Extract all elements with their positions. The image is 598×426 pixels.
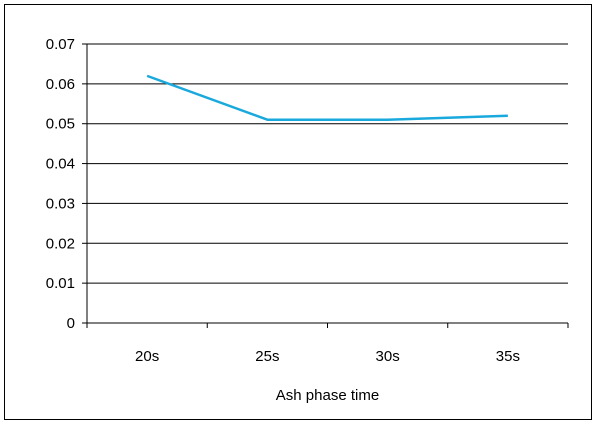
gridlines <box>87 43 568 284</box>
x-tick-label: 25s <box>255 348 279 365</box>
x-tick-labels: 20s 25s 30s 35s <box>135 348 520 365</box>
series-lines <box>146 74 508 121</box>
y-tick-label: 0.07 <box>46 36 75 53</box>
y-tick-label: 0 <box>67 315 75 332</box>
y-tick-labels: 0 0.01 0.02 0.03 0.04 0.05 0.06 0.07 <box>46 36 75 332</box>
y-tick-label: 0.01 <box>46 275 75 292</box>
x-tick-label: 20s <box>135 348 159 365</box>
x-tick-label: 35s <box>496 348 520 365</box>
y-tick-label: 0.03 <box>46 195 75 212</box>
x-axis-title: Ash phase time <box>276 387 379 404</box>
chart-frame <box>4 4 592 420</box>
y-tick-label: 0.04 <box>46 156 75 173</box>
y-tick-label: 0.02 <box>46 235 75 252</box>
y-tick-label: 0.05 <box>46 116 75 133</box>
x-tick-label: 30s <box>376 348 400 365</box>
y-tick-label: 0.06 <box>46 76 75 93</box>
axes <box>82 43 569 328</box>
series-line <box>146 74 508 121</box>
